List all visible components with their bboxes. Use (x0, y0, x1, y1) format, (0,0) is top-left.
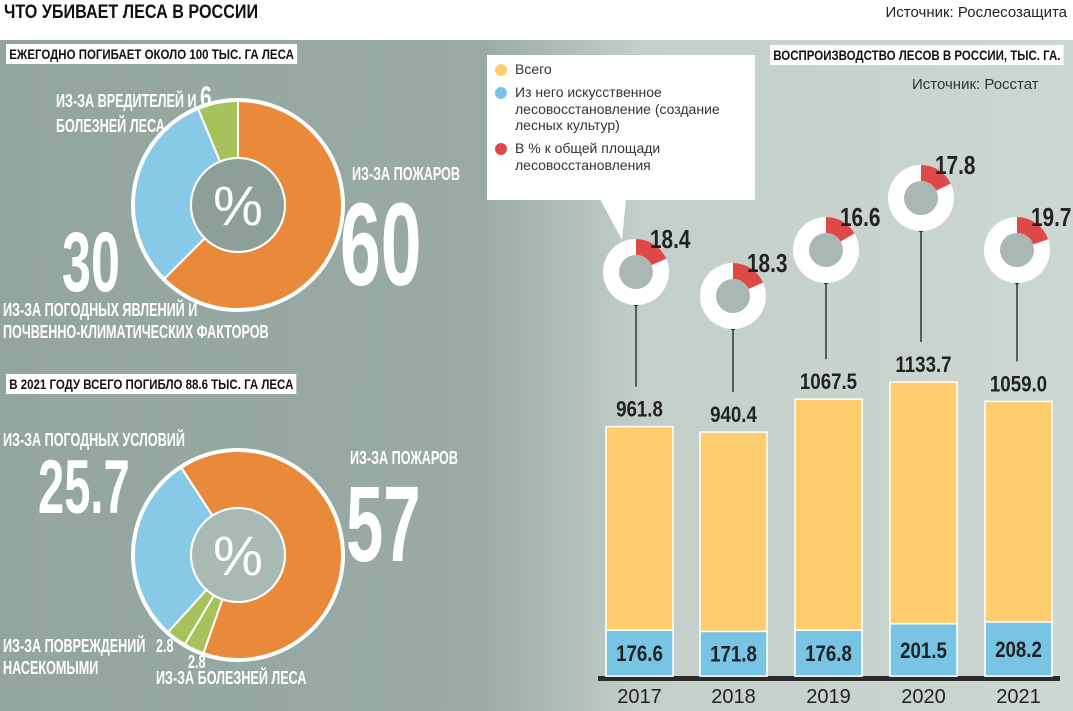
donut1-weather-label: ИЗ-ЗА ПОГОДНЫХ ЯВЛЕНИЙ И ПОЧВЕННО-КЛИМАТИ… (3, 300, 269, 343)
value: 6 (200, 81, 212, 114)
label-line: ИЗ-ЗА ПОВРЕЖДЕНИЙ (3, 636, 146, 656)
x-axis-line (598, 676, 1060, 681)
pct-donut-slice (921, 165, 951, 191)
pct-donut-center (716, 279, 750, 313)
pct-donut-slice (636, 239, 667, 266)
label-line: НАСЕКОМЫМИ (3, 657, 99, 678)
pct-label: 19.7 (1031, 203, 1071, 232)
bar-total-label: 1133.7 (895, 354, 951, 378)
legend-dot (495, 86, 507, 99)
pct-donut-slice (733, 263, 764, 290)
donut2-weather-value: 25.7 (38, 445, 130, 530)
donut-center (190, 157, 286, 253)
legend-item-artificial: Из него искусственное лесовосстановление… (495, 84, 747, 134)
legend-item-total: Всего (495, 61, 747, 78)
bar-artificial-label: 171.8 (710, 643, 757, 667)
x-tick-label: 2019 (806, 686, 851, 708)
infographic-title: ЧТО УБИВАЕТ ЛЕСА В РОССИИ (4, 2, 259, 23)
bar-total-label: 1067.5 (800, 371, 857, 395)
bar-artificial-label: 201.5 (900, 640, 947, 664)
label-line: БОЛЕЗНЕЙ ЛЕСА (56, 116, 165, 136)
pct-label: 18.4 (650, 225, 690, 254)
legend-label: Всего (515, 61, 552, 77)
donut2-fires-value: 57 (346, 463, 421, 584)
donut-center-label: % (213, 524, 263, 587)
x-tick-label: 2021 (996, 686, 1041, 708)
bar-total-label: 961.8 (616, 398, 663, 422)
donut1-fires-value: 60 (340, 179, 422, 311)
pct-label: 16.6 (840, 203, 880, 232)
bar-artificial (984, 621, 1053, 677)
bar-total-label: 1059.0 (990, 373, 1047, 397)
donut2-disease-label: ИЗ-ЗА БОЛЕЗНЕЙ ЛЕСА (156, 668, 307, 688)
pct-donut-center (809, 233, 843, 267)
bar-artificial (889, 622, 958, 677)
donut-center (190, 507, 286, 603)
donut2-fires-label: ИЗ-ЗА ПОЖАРОВ (350, 448, 458, 468)
label-line: ПОЧВЕННО-КЛИМАТИЧЕСКИХ ФАКТОРОВ (3, 321, 269, 342)
label-line: ИЗ-ЗА ВРЕДИТЕЛЕЙ И (56, 91, 197, 111)
bar-chart-title: ВОСПРОИЗВОДСТВО ЛЕСОВ В РОССИИ, ТЫС. ГА. (770, 45, 1064, 65)
legend-label: Из него искусственное лесовосстановление… (515, 83, 720, 134)
pct-donut-slice (826, 217, 855, 242)
bar-artificial-label: 208.2 (995, 639, 1042, 663)
donut2-insects-value: 2.8 (156, 636, 174, 656)
legend-dot (495, 64, 507, 76)
x-tick-label: 2017 (617, 686, 662, 708)
donut1-fires-label: ИЗ-ЗА ПОЖАРОВ (352, 164, 460, 184)
pct-donut-slice (1017, 217, 1049, 245)
bar-artificial (699, 630, 768, 677)
bar-total-label: 940.4 (710, 404, 757, 428)
legend-pointer (600, 199, 626, 240)
pct-donut-center (904, 181, 938, 215)
donut2-title: В 2021 ГОДУ ВСЕГО ПОГИБЛО 88.6 ТЫС. ГА Л… (6, 374, 297, 394)
bar-artificial-label: 176.6 (616, 643, 663, 667)
legend-dot (495, 143, 507, 156)
legend-label: В % к общей площади лесовосстановления (515, 140, 661, 173)
donut1-weather-value: 30 (62, 215, 120, 309)
donut2-insects-label: ИЗ-ЗА ПОВРЕЖДЕНИЙ НАСЕКОМЫМИ (3, 636, 145, 679)
bar-artificial-label: 176.8 (805, 643, 852, 667)
bar-artificial (605, 629, 674, 677)
donut2-disease-value: 2.8 (188, 652, 206, 672)
donut1-pests-label: ИЗ-ЗА ВРЕДИТЕЛЕЙ И 6 БОЛЕЗНЕЙ ЛЕСА (56, 80, 212, 138)
donut1-title: ЕЖЕГОДНО ПОГИБАЕТ ОКОЛО 100 ТЫС. ГА ЛЕСА (6, 44, 298, 64)
pct-label: 17.8 (935, 151, 975, 180)
x-tick-label: 2018 (711, 686, 756, 708)
bar-chart-source: Источник: Росстат (912, 76, 1039, 93)
pct-donut-center (619, 255, 653, 289)
pct-donut-center (1000, 233, 1034, 267)
label-line: ИЗ-ЗА ПОГОДНЫХ ЯВЛЕНИЙ И (3, 300, 198, 320)
bar-artificial (794, 629, 863, 677)
pct-label: 18.3 (747, 249, 787, 278)
source-note: Источник: Рослесозащита (885, 4, 1067, 21)
x-tick-label: 2020 (901, 686, 946, 708)
donut-center-label: % (213, 174, 263, 237)
legend-item-pct: В % к общей площади лесовосстановления (495, 140, 747, 174)
legend: Всего Из него искусственное лесовосстано… (487, 55, 755, 200)
donut2-weather-label: ИЗ-ЗА ПОГОДНЫХ УСЛОВИЙ (3, 430, 185, 450)
